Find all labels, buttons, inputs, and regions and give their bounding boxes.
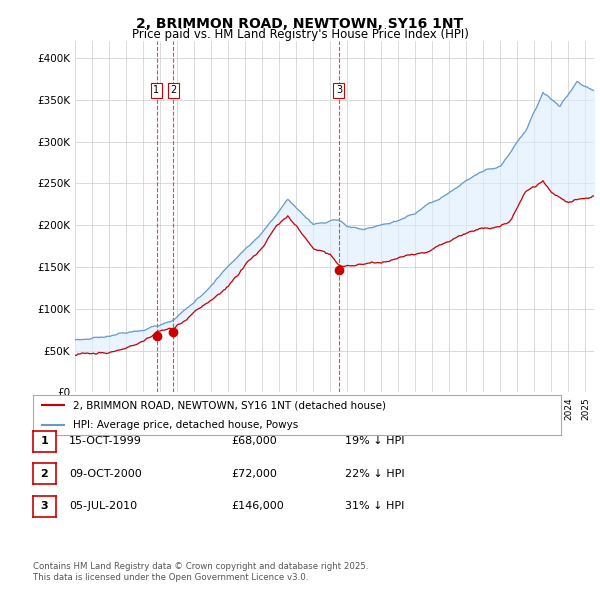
Text: 1: 1: [154, 86, 160, 96]
Text: £68,000: £68,000: [231, 437, 277, 446]
Text: 15-OCT-1999: 15-OCT-1999: [69, 437, 142, 446]
Text: 2: 2: [41, 469, 48, 478]
Text: Price paid vs. HM Land Registry's House Price Index (HPI): Price paid vs. HM Land Registry's House …: [131, 28, 469, 41]
Text: Contains HM Land Registry data © Crown copyright and database right 2025.: Contains HM Land Registry data © Crown c…: [33, 562, 368, 571]
Text: 09-OCT-2000: 09-OCT-2000: [69, 469, 142, 478]
Text: 19% ↓ HPI: 19% ↓ HPI: [345, 437, 404, 446]
Text: 2, BRIMMON ROAD, NEWTOWN, SY16 1NT: 2, BRIMMON ROAD, NEWTOWN, SY16 1NT: [136, 17, 464, 31]
Text: £146,000: £146,000: [231, 502, 284, 511]
Text: 31% ↓ HPI: 31% ↓ HPI: [345, 502, 404, 511]
Text: 2: 2: [170, 86, 176, 96]
Text: 1: 1: [41, 437, 48, 446]
Text: 22% ↓ HPI: 22% ↓ HPI: [345, 469, 404, 478]
Text: This data is licensed under the Open Government Licence v3.0.: This data is licensed under the Open Gov…: [33, 572, 308, 582]
Text: 3: 3: [41, 502, 48, 511]
Text: 2, BRIMMON ROAD, NEWTOWN, SY16 1NT (detached house): 2, BRIMMON ROAD, NEWTOWN, SY16 1NT (deta…: [73, 401, 386, 410]
Text: HPI: Average price, detached house, Powys: HPI: Average price, detached house, Powy…: [73, 421, 298, 430]
Text: 05-JUL-2010: 05-JUL-2010: [69, 502, 137, 511]
Text: 3: 3: [336, 86, 342, 96]
Text: £72,000: £72,000: [231, 469, 277, 478]
